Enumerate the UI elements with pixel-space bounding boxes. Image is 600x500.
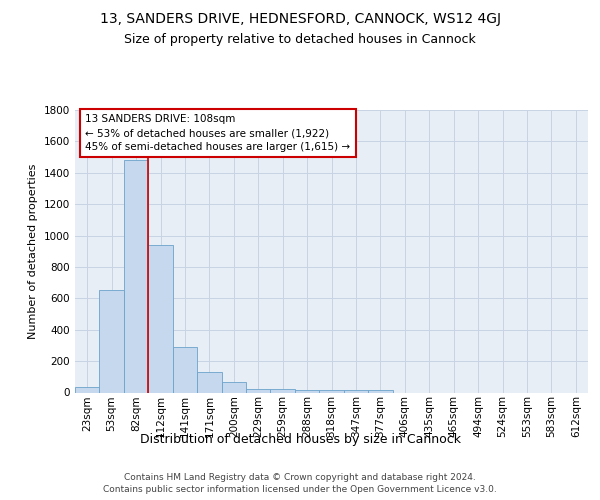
Bar	[271, 390, 295, 392]
Bar	[295, 390, 319, 392]
Bar	[100, 290, 124, 392]
Text: 13, SANDERS DRIVE, HEDNESFORD, CANNOCK, WS12 4GJ: 13, SANDERS DRIVE, HEDNESFORD, CANNOCK, …	[100, 12, 500, 26]
Text: Contains HM Land Registry data © Crown copyright and database right 2024.
Contai: Contains HM Land Registry data © Crown c…	[103, 472, 497, 494]
Text: Size of property relative to detached houses in Cannock: Size of property relative to detached ho…	[124, 32, 476, 46]
Bar	[197, 372, 221, 392]
Bar	[75, 387, 100, 392]
Bar	[319, 390, 344, 392]
Bar	[344, 390, 368, 392]
Text: Distribution of detached houses by size in Cannock: Distribution of detached houses by size …	[139, 432, 461, 446]
Bar	[221, 382, 246, 392]
Bar	[148, 245, 173, 392]
Bar	[173, 347, 197, 393]
Text: 13 SANDERS DRIVE: 108sqm
← 53% of detached houses are smaller (1,922)
45% of sem: 13 SANDERS DRIVE: 108sqm ← 53% of detach…	[85, 114, 350, 152]
Bar	[368, 390, 392, 392]
Bar	[246, 388, 271, 392]
Bar	[124, 160, 148, 392]
Y-axis label: Number of detached properties: Number of detached properties	[28, 164, 38, 339]
